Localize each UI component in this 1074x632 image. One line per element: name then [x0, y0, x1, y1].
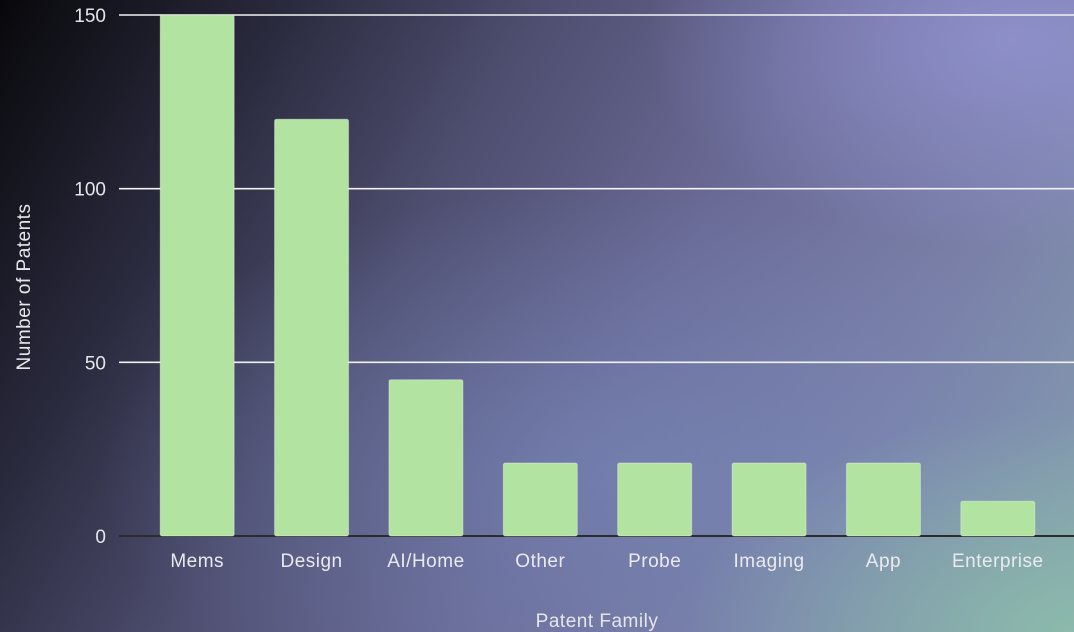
x-tick-label: Imaging — [734, 551, 805, 572]
x-tick-label: Design — [280, 551, 342, 572]
bar-design — [274, 118, 350, 537]
bar-app — [845, 462, 921, 537]
x-axis-ticks: Mems Design AI/Home Other Probe Imaging App Ent… — [170, 551, 1043, 572]
y-tick-label: 150 — [74, 6, 106, 27]
y-tick-label: 0 — [95, 527, 106, 548]
x-tick-label: Mems — [170, 551, 224, 572]
x-tick-label: Probe — [628, 551, 681, 572]
bar-enterprise — [960, 500, 1036, 537]
x-tick-label: Enterprise — [952, 551, 1044, 572]
x-tick-label: Other — [515, 551, 565, 572]
x-tick-label: App — [866, 551, 901, 572]
bar-mems — [159, 14, 235, 537]
bar-ai-home — [388, 379, 464, 537]
y-tick-label: 100 — [74, 180, 106, 201]
bar-imaging — [731, 462, 807, 537]
y-tick-label: 50 — [85, 353, 106, 374]
x-axis-title: Patent Family — [536, 611, 659, 632]
bar-probe — [617, 462, 693, 537]
gridlines — [119, 14, 1074, 537]
bars — [159, 14, 1036, 537]
y-axis-ticks: 0 50 100 150 — [74, 6, 106, 548]
x-tick-label: AI/Home — [387, 551, 464, 572]
bar-other — [502, 462, 578, 537]
y-axis-title: Number of Patents — [14, 204, 35, 371]
